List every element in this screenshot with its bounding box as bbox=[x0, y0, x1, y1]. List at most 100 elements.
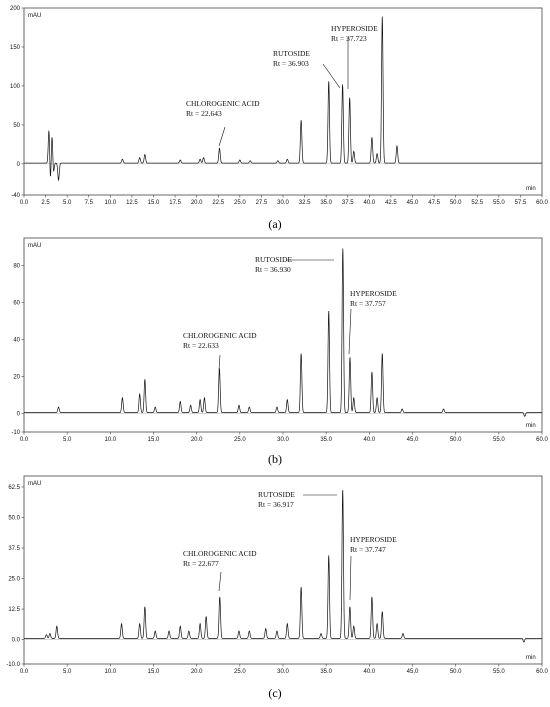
y-tick-label: 20 bbox=[13, 375, 20, 381]
y-tick-label: 80 bbox=[13, 264, 20, 270]
x-tick-label: 5.0 bbox=[63, 669, 72, 675]
y-tick-label: 200 bbox=[10, 6, 21, 12]
peak-label-name: RUTOSIDE bbox=[273, 49, 310, 58]
peak-label-rt: Rt = 37.723 bbox=[331, 34, 367, 43]
x-tick-label: 22.5 bbox=[212, 200, 224, 206]
x-tick-label: 60.0 bbox=[536, 669, 548, 675]
x-tick-label: 20.0 bbox=[191, 437, 203, 443]
x-tick-label: 60.0 bbox=[536, 200, 548, 206]
x-tick-label: 20.0 bbox=[191, 669, 203, 675]
peak-label-rt: Rt = 36.930 bbox=[255, 265, 291, 274]
x-tick-label: 35.0 bbox=[320, 437, 332, 443]
x-tick-label: 55.0 bbox=[493, 200, 505, 206]
x-tick-label: 45.0 bbox=[407, 669, 419, 675]
y-tick-label: 12.5 bbox=[8, 607, 20, 613]
x-tick-label: 40.0 bbox=[363, 437, 375, 443]
x-tick-label: 7.5 bbox=[85, 200, 94, 206]
peak-leader-line bbox=[348, 308, 352, 355]
peak-label-name: RUTOSIDE bbox=[258, 490, 295, 499]
x-tick-label: 40.0 bbox=[363, 669, 375, 675]
x-tick-label: 25.0 bbox=[234, 669, 246, 675]
peak-label-name: RUTOSIDE bbox=[255, 255, 292, 264]
peak-leader-line bbox=[218, 354, 221, 371]
y-tick-label: 0 bbox=[17, 162, 21, 168]
y-tick-label: 37.5 bbox=[8, 546, 20, 552]
x-axis-unit: min bbox=[526, 186, 536, 192]
peak-leader-line bbox=[218, 571, 222, 592]
y-tick-label: 40 bbox=[13, 338, 20, 344]
chart-panel-1: 0.0 2.5 5.0 7.5 10.0 12.5 15.0 17.5 20.0 22.5 25.0… bbox=[10, 6, 549, 231]
x-tick-label: 12.5 bbox=[126, 200, 138, 206]
chromatogram-trace bbox=[24, 16, 542, 182]
x-tick-label: 30.0 bbox=[277, 437, 289, 443]
x-tick-label: 15.0 bbox=[148, 669, 160, 675]
x-tick-label: 10.0 bbox=[104, 437, 116, 443]
x-tick-label: 27.5 bbox=[256, 200, 268, 206]
x-axis-unit: min bbox=[526, 655, 536, 661]
chart-panel-2: 0.0 5.0 10.0 15.0 20.0 25.0 30.0 35.0 40.0 45.0 50… bbox=[11, 237, 548, 466]
x-tick-label: 47.5 bbox=[428, 200, 440, 206]
x-tick-label: 50.0 bbox=[450, 200, 462, 206]
peak-label-name: HYPEROSIDE bbox=[350, 535, 397, 544]
peak-label-name: HYPEROSIDE bbox=[350, 289, 397, 298]
x-tick-label: 37.5 bbox=[342, 200, 354, 206]
panel-caption: (b) bbox=[268, 452, 282, 466]
chromatogram-trace bbox=[24, 490, 542, 643]
y-tick-label: 50 bbox=[13, 123, 20, 129]
peak-label-rt: Rt = 22.677 bbox=[183, 559, 219, 568]
peak-label-rt: Rt = 36.903 bbox=[273, 59, 309, 68]
peak-leader-line bbox=[218, 126, 226, 147]
y-tick-label: 0 bbox=[17, 412, 21, 418]
y-tick-label: -10 bbox=[11, 430, 20, 436]
x-tick-label: 35.0 bbox=[320, 200, 332, 206]
x-tick-label: 17.5 bbox=[169, 200, 181, 206]
x-tick-label: 57.5 bbox=[515, 200, 527, 206]
plot-frame bbox=[23, 7, 543, 196]
x-tick-label: 42.5 bbox=[385, 200, 397, 206]
y-axis-unit: mAU bbox=[28, 13, 41, 19]
y-tick-label: 25.0 bbox=[8, 577, 20, 583]
chart-panel-3: 0.0 5.0 10.0 15.0 20.0 25.0 30.0 35.0 40.0 45.0 50… bbox=[6, 475, 548, 700]
y-tick-label: 60 bbox=[13, 301, 20, 307]
x-axis-unit: min bbox=[526, 423, 536, 429]
x-tick-label: 30.0 bbox=[277, 669, 289, 675]
x-tick-label: 55.0 bbox=[493, 437, 505, 443]
x-tick-label: 0.0 bbox=[20, 437, 29, 443]
x-tick-label: 60.0 bbox=[536, 437, 548, 443]
peak-label-rt: Rt = 22.633 bbox=[183, 341, 219, 350]
x-tick-label: 10.0 bbox=[104, 669, 116, 675]
y-tick-label: 50.0 bbox=[8, 516, 20, 522]
y-axis-unit: mAU bbox=[28, 481, 41, 487]
peak-label-name: CHLOROGENIC ACID bbox=[183, 549, 257, 558]
x-tick-label: 20.0 bbox=[191, 200, 203, 206]
panel-caption: (c) bbox=[268, 686, 281, 700]
chromatogram-trace bbox=[24, 248, 542, 417]
y-tick-label: 62.5 bbox=[8, 485, 20, 491]
x-tick-label: 25.0 bbox=[234, 437, 246, 443]
x-tick-label: 52.5 bbox=[471, 200, 483, 206]
peak-label-rt: Rt = 37.757 bbox=[350, 299, 386, 308]
x-tick-label: 15.0 bbox=[148, 200, 160, 206]
x-tick-label: 15.0 bbox=[148, 437, 160, 443]
peak-label-rt: Rt = 22.643 bbox=[186, 109, 222, 118]
x-tick-label: 45.0 bbox=[407, 437, 419, 443]
y-tick-label: 0.0 bbox=[12, 638, 21, 644]
x-tick-label: 25.0 bbox=[234, 200, 246, 206]
x-tick-label: 0.0 bbox=[20, 200, 29, 206]
x-tick-label: 30.0 bbox=[277, 200, 289, 206]
y-tick-label: -10.0 bbox=[6, 662, 20, 668]
peak-leader-line bbox=[322, 63, 341, 89]
x-tick-label: 35.0 bbox=[320, 669, 332, 675]
x-tick-label: 0.0 bbox=[20, 669, 29, 675]
peak-label-rt: Rt = 36.917 bbox=[258, 500, 294, 509]
peak-label-name: CHLOROGENIC ACID bbox=[183, 331, 257, 340]
peak-label-name: HYPEROSIDE bbox=[331, 24, 378, 33]
y-axis-unit: mAU bbox=[28, 243, 41, 249]
x-tick-label: 5.0 bbox=[63, 437, 72, 443]
x-tick-label: 2.5 bbox=[41, 200, 50, 206]
peak-leader-line bbox=[349, 555, 352, 601]
y-tick-label: -40 bbox=[11, 193, 20, 199]
x-tick-label: 50.0 bbox=[450, 669, 462, 675]
